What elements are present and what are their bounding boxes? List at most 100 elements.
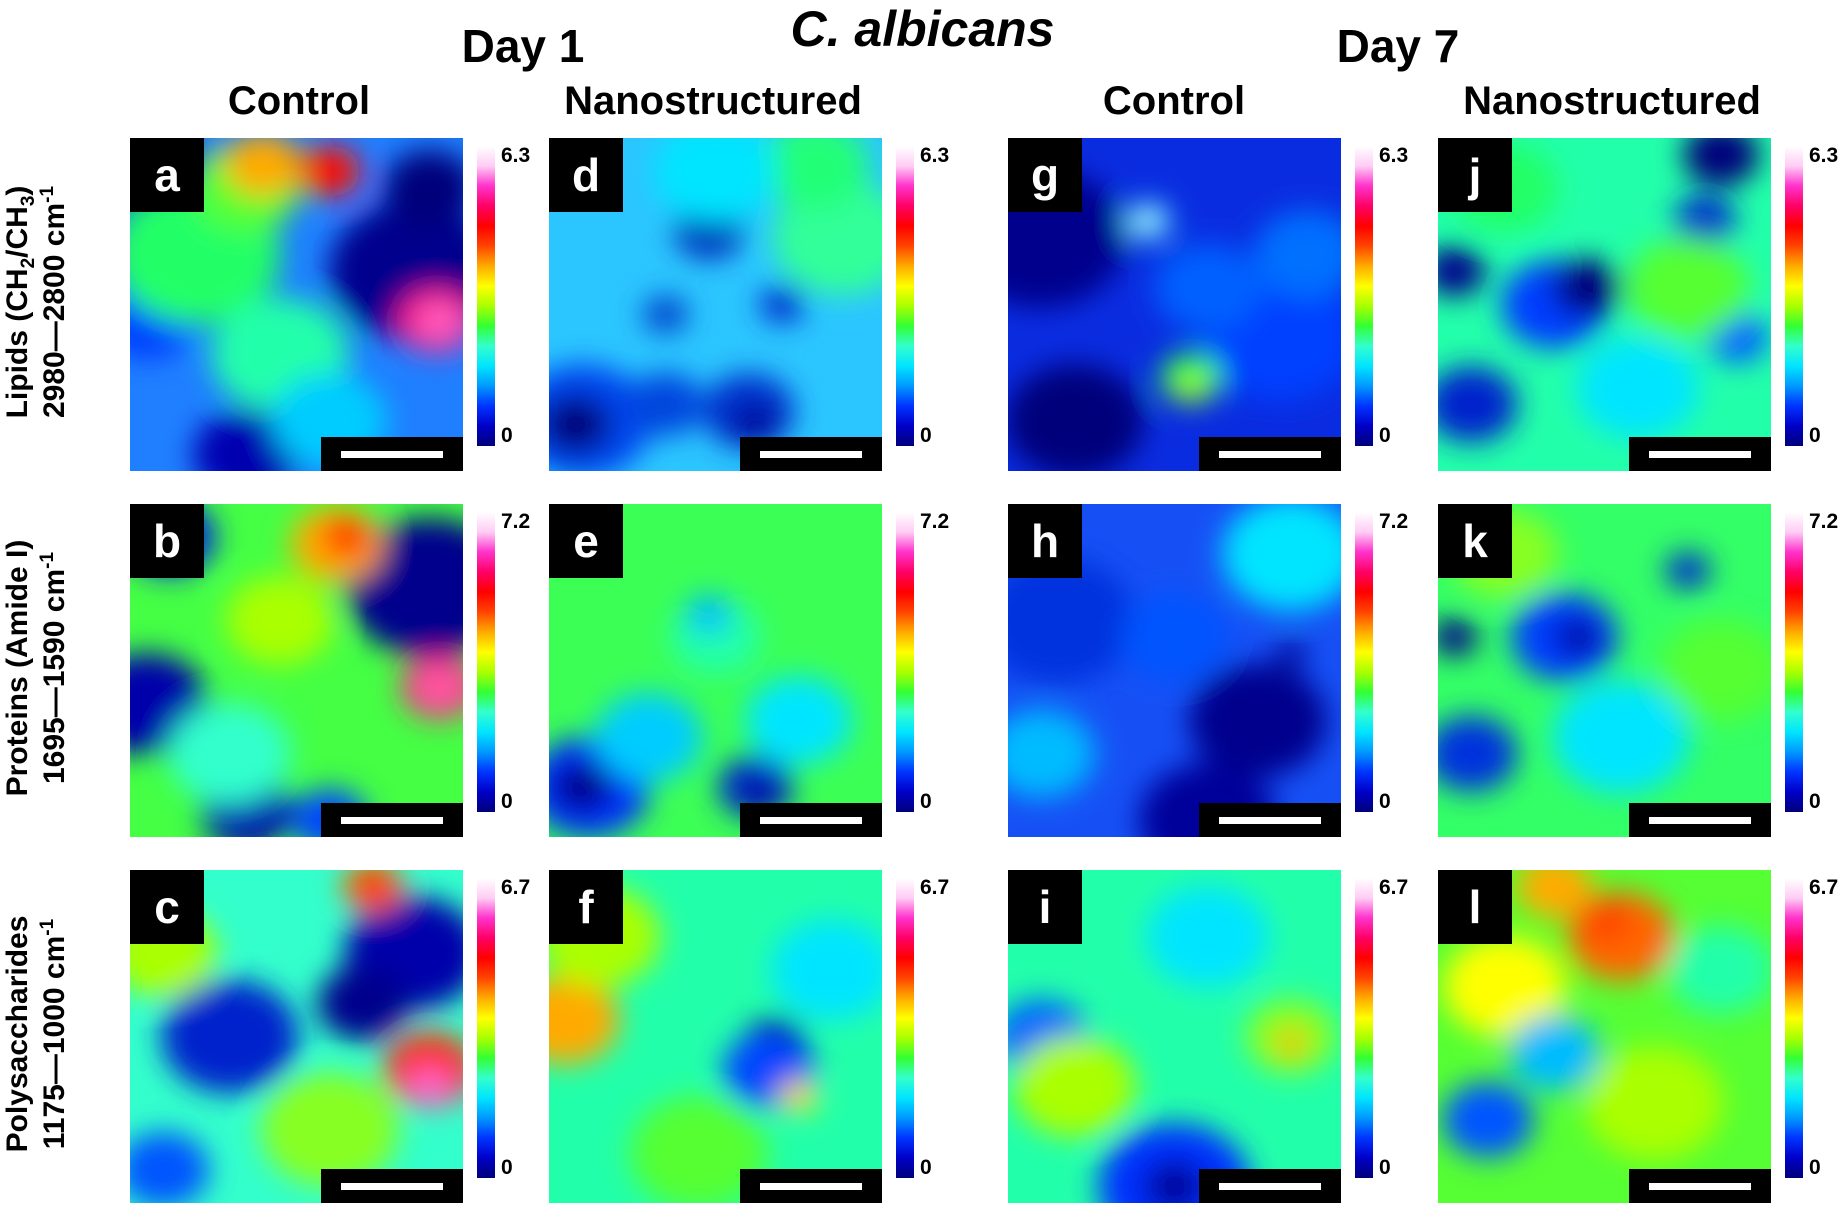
heatmap-region <box>317 965 410 1042</box>
scale-bar <box>321 803 463 837</box>
heatmap-region <box>130 1131 210 1203</box>
heatmap-region <box>1143 1161 1206 1203</box>
colorbar-min-label: 0 <box>1809 424 1821 447</box>
colorbar-min-label: 0 <box>501 790 513 813</box>
heatmap-region <box>1554 618 1601 657</box>
heatmap-panel-a: a <box>130 138 463 471</box>
colorbar-max-label: 6.3 <box>920 144 950 167</box>
heatmap-panel-f: f <box>549 870 882 1203</box>
day-1-heading: Day 1 <box>461 20 585 72</box>
heatmap-image <box>549 504 882 837</box>
heatmap-region <box>1667 925 1771 1015</box>
heatmap-region <box>1275 641 1307 667</box>
scale-bar <box>321 437 463 471</box>
colorbar-min-label: 0 <box>1379 790 1391 813</box>
heatmap-panel-l: l <box>1438 870 1771 1203</box>
heatmap-region <box>642 295 689 334</box>
column-heading-day1-nanostructured: Nanostructured <box>564 79 862 123</box>
heatmap-region <box>323 518 370 557</box>
column-heading-day7-control: Control <box>1102 79 1246 123</box>
scale-bar <box>740 1169 882 1203</box>
row-label-polysaccharides: Polysaccharides 1175—1000 cm-1 <box>1 915 71 1153</box>
colorbar-min-label: 0 <box>1809 1156 1821 1179</box>
heatmap-region <box>773 180 882 295</box>
panel-letter: g <box>1008 138 1082 212</box>
heatmap-region <box>595 692 703 782</box>
heatmap-region <box>1008 557 1135 684</box>
heatmap-image <box>1008 138 1341 471</box>
heatmap-region <box>1222 504 1341 611</box>
heatmap-region <box>1013 1035 1136 1138</box>
day-7-heading: Day 7 <box>1336 20 1460 72</box>
panel-letter: b <box>130 504 204 578</box>
heatmap-region <box>168 703 292 805</box>
colorbar <box>1785 512 1803 812</box>
scale-bar <box>1629 437 1771 471</box>
heatmap-region <box>1443 935 1566 1038</box>
heatmap-region <box>1154 243 1262 333</box>
heatmap-region <box>685 594 732 633</box>
scale-bar-line <box>760 1183 862 1190</box>
heatmap-region <box>1585 1046 1724 1161</box>
heatmap-region <box>420 671 459 703</box>
heatmap-region <box>1438 715 1518 792</box>
colorbar-min-label: 0 <box>1379 424 1391 447</box>
colorbar-max-label: 7.2 <box>920 510 950 533</box>
scale-bar-line <box>341 451 443 458</box>
row-label-proteins: Proteins (Amide I) 1695—1590 cm-1 <box>1 539 71 797</box>
column-heading-day1-control: Control <box>227 79 371 123</box>
colorbar <box>1785 878 1803 1178</box>
colorbar-max-label: 6.3 <box>501 144 531 167</box>
colorbar-max-label: 6.7 <box>1809 876 1839 899</box>
heatmap-region <box>1664 551 1711 590</box>
heatmap-region <box>1188 663 1327 778</box>
colorbar-max-label: 7.2 <box>1379 510 1409 533</box>
heatmap-region <box>739 777 778 810</box>
heatmap-region <box>549 395 611 453</box>
scale-bar-line <box>341 1183 443 1190</box>
heatmap-region <box>1552 680 1691 795</box>
panel-letter: h <box>1008 504 1082 578</box>
heatmap-region <box>260 1072 399 1187</box>
heatmap-region <box>383 149 463 226</box>
colorbar <box>896 878 914 1178</box>
scale-bar <box>1199 437 1341 471</box>
heatmap-region <box>1120 592 1229 682</box>
heatmap-region <box>226 576 334 665</box>
heatmap-region <box>1438 366 1518 443</box>
heatmap-region <box>1146 885 1270 988</box>
panel-letter: e <box>549 504 623 578</box>
scale-bar-line <box>1219 1183 1321 1190</box>
scale-bar <box>321 1169 463 1203</box>
colorbar-max-label: 6.7 <box>920 876 950 899</box>
colorbar-min-label: 0 <box>501 424 513 447</box>
heatmap-region <box>1659 619 1771 722</box>
heatmap-panel-b: b <box>130 504 463 837</box>
scale-bar-line <box>1219 451 1321 458</box>
heatmap-region <box>1438 245 1486 297</box>
heatmap-region <box>299 145 361 197</box>
scale-bar <box>1199 803 1341 837</box>
scale-bar <box>1629 1169 1771 1203</box>
heatmap-panel-e: e <box>549 504 882 837</box>
heatmap-region <box>1138 213 1158 230</box>
heatmap-region <box>551 761 613 813</box>
heatmap-region <box>1508 1015 1601 1092</box>
panel-letter: k <box>1438 504 1512 578</box>
colorbar-max-label: 7.2 <box>1809 510 1839 533</box>
colorbar <box>896 146 914 446</box>
scale-bar <box>740 437 882 471</box>
heatmap-panel-j: j <box>1438 138 1771 471</box>
heatmap-region <box>732 405 779 444</box>
colorbar <box>477 146 495 446</box>
panel-letter: a <box>130 138 204 212</box>
heatmap-region <box>420 305 459 337</box>
heatmap-region <box>406 1067 453 1106</box>
heatmap-region <box>1175 375 1207 401</box>
panel-letter: c <box>130 870 204 944</box>
heatmap-region <box>1275 1030 1307 1056</box>
heatmap-region <box>1441 1081 1534 1158</box>
colorbar <box>896 512 914 812</box>
heatmap-region <box>357 873 389 900</box>
heatmap-image <box>1008 504 1341 837</box>
